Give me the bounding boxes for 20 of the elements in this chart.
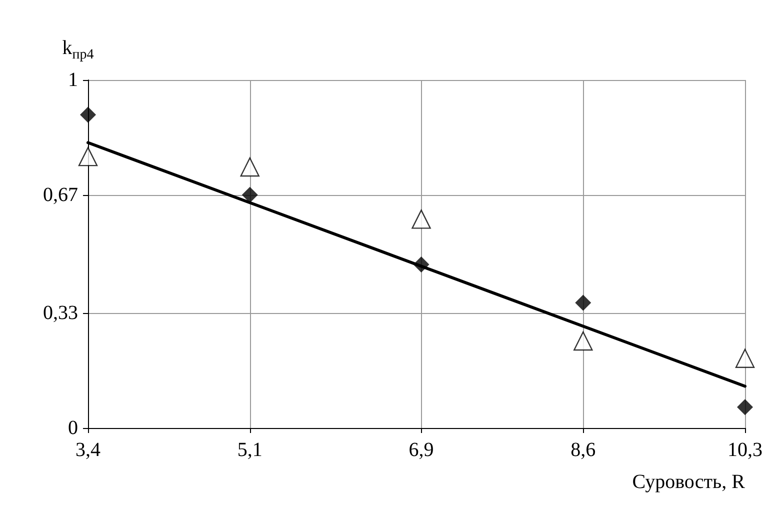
- point: [413, 256, 430, 272]
- point: [737, 399, 753, 416]
- x-tick-label: 3,4: [76, 439, 100, 461]
- x-tick-label: 5,1: [237, 439, 262, 461]
- x-tick-label: 6,9: [408, 439, 434, 461]
- point: [240, 157, 260, 177]
- y-tick-label: 0,33: [43, 302, 78, 324]
- point: [242, 186, 258, 203]
- y-tick-label: 0,67: [43, 184, 78, 206]
- point: [574, 331, 593, 351]
- point: [575, 294, 592, 311]
- point: [735, 348, 755, 368]
- point: [412, 210, 431, 229]
- x-tick-label: 8,6: [570, 439, 596, 461]
- point: [80, 106, 96, 123]
- x-tick-label: 10,3: [728, 439, 762, 461]
- point: [78, 146, 98, 166]
- y-tick-label: 1: [68, 69, 78, 91]
- y-tick-label: 0: [68, 417, 78, 439]
- x-axis-title: Суровость, R: [632, 471, 746, 493]
